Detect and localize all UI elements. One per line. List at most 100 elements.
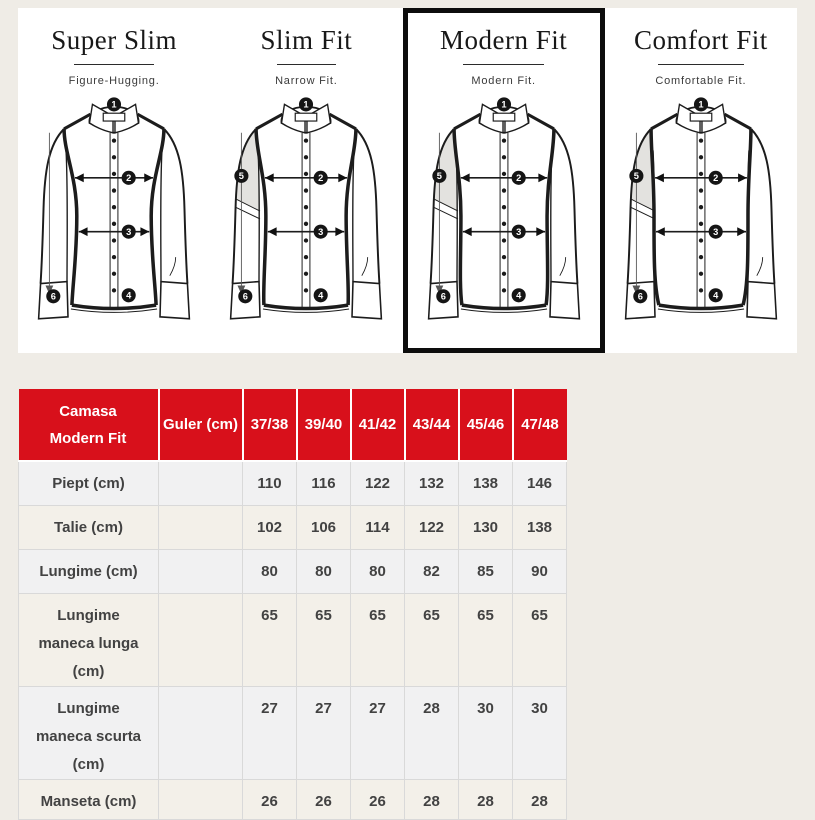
arrowhead	[265, 173, 275, 183]
elbow-seam-lines	[432, 198, 458, 220]
right-cuff	[548, 280, 580, 320]
product-name-line: Camasa	[59, 402, 117, 420]
elbow-seam-lines	[235, 198, 261, 220]
button	[111, 238, 117, 243]
size-value-cell: 30	[458, 685, 513, 780]
button	[304, 171, 309, 177]
placket-lines	[109, 132, 119, 308]
size-table: Camasa Modern Fit Guler (cm) 37/38 39/40 4…	[18, 389, 567, 820]
hem-stitch-line	[70, 308, 158, 313]
fit-option-modern-fit[interactable]: Modern Fit Modern Fit. 1 2 3 4 5 6	[402, 8, 605, 353]
fit-option-super-slim[interactable]: Super Slim Figure-Hugging. 1 2 3 4 6	[18, 8, 210, 353]
body-right-side	[344, 128, 359, 306]
placket-lines	[301, 132, 311, 308]
button	[111, 271, 117, 276]
sleeve-measure-arrowhead	[45, 285, 54, 295]
button	[304, 288, 309, 293]
shoulder-lines	[452, 112, 555, 131]
measure-marker-5: 5	[234, 168, 249, 183]
svg-text:4: 4	[126, 291, 132, 301]
measure-marker-2: 2	[708, 170, 723, 185]
short-sleeve-shaded-area	[236, 128, 261, 212]
right-sleeve-outline	[552, 128, 579, 284]
size-table-row: Lungime (cm) 80 80 80 82 85 90	[18, 548, 567, 594]
measure-marker-6: 6	[435, 289, 450, 304]
size-value-cell: 28	[404, 685, 459, 780]
svg-text:1: 1	[304, 100, 309, 110]
size-header-cell: 45/46	[457, 389, 514, 462]
sleeve-wrinkle	[361, 257, 369, 276]
size-value-cell: 80	[350, 548, 405, 594]
sleeve-measure-arrowhead	[435, 285, 443, 295]
title-divider	[276, 64, 336, 65]
svg-text:5: 5	[239, 171, 244, 181]
arrowhead	[655, 227, 665, 237]
measure-marker-5: 5	[431, 168, 447, 183]
body-left-side	[451, 128, 464, 306]
size-value-cell: 132	[404, 460, 459, 506]
svg-text:2: 2	[318, 173, 323, 183]
size-value-cell: 116	[296, 460, 351, 506]
size-value-cell: 26	[296, 778, 351, 820]
fit-header: Comfort Fit Comfortable Fit.	[634, 25, 768, 87]
size-header-cell: 39/40	[295, 389, 352, 462]
size-value-cell: 27	[296, 685, 351, 780]
collar-band	[295, 112, 318, 122]
fit-option-comfort-fit[interactable]: Comfort Fit Comfortable Fit. 1 2 3 4 5 6	[605, 8, 797, 353]
fit-header: Super Slim Figure-Hugging.	[51, 25, 177, 87]
row-label-cell: Lungime maneca lunga (cm)	[18, 592, 159, 687]
fit-subtitle: Modern Fit.	[471, 75, 536, 87]
arrowhead	[75, 173, 84, 183]
fit-header: Slim Fit Narrow Fit.	[260, 25, 352, 87]
right-sleeve-outline	[163, 128, 189, 284]
button	[111, 254, 117, 260]
arrowhead	[78, 227, 88, 237]
svg-text:1: 1	[698, 100, 703, 110]
button	[304, 188, 309, 193]
button	[111, 155, 117, 160]
placket-lines	[499, 132, 509, 308]
shirt-diagram: 1 2 3 4 6	[37, 97, 191, 320]
size-value-cell: 65	[458, 592, 513, 687]
button	[111, 221, 117, 226]
size-value-cell: 65	[404, 592, 459, 687]
right-sleeve-inner-line	[352, 150, 356, 282]
button	[304, 254, 309, 260]
shirt-diagram: 1 2 3 4 5 6	[624, 97, 778, 320]
arrowhead	[737, 227, 746, 237]
left-sleeve-inner-line	[257, 150, 261, 282]
measure-marker-1: 1	[496, 97, 511, 112]
left-sleeve-outline	[626, 128, 652, 284]
size-value-cell: 28	[404, 778, 459, 820]
size-table-row: Piept (cm) 110 116 122 132 138 146	[18, 460, 567, 506]
body-right-side	[741, 128, 753, 306]
size-table-body: Piept (cm) 110 116 122 132 138 146 Talie (cm)…	[18, 460, 567, 820]
size-value-cell: 26	[350, 778, 405, 820]
svg-text:2: 2	[126, 173, 131, 183]
svg-text:3: 3	[713, 227, 718, 237]
measure-marker-4: 4	[511, 288, 526, 303]
sleeve-measure-arrowhead	[632, 285, 641, 295]
measure-marker-1: 1	[693, 97, 708, 112]
button	[698, 155, 704, 160]
shoulder-lines	[63, 112, 165, 131]
left-sleeve-outline	[429, 128, 455, 284]
button	[501, 271, 506, 276]
size-value-cell: 80	[296, 548, 351, 594]
hem	[658, 303, 744, 311]
size-value-cell: 122	[404, 504, 459, 550]
svg-text:3: 3	[126, 227, 131, 237]
measure-marker-6: 6	[633, 289, 648, 304]
svg-text:6: 6	[638, 292, 643, 302]
size-value-cell: 65	[512, 592, 567, 687]
hem-stitch-line	[263, 308, 350, 313]
short-sleeve-shaded-area	[434, 128, 458, 212]
fit-option-slim-fit[interactable]: Slim Fit Narrow Fit. 1 2 3 4 5 6	[210, 8, 402, 353]
arrowhead	[338, 173, 348, 183]
button	[698, 188, 704, 193]
size-value-cell: 82	[404, 548, 459, 594]
size-value-cell: 30	[512, 685, 567, 780]
svg-text:5: 5	[634, 171, 639, 181]
hem-stitch-line	[460, 308, 547, 313]
collar-value-cell	[158, 548, 243, 594]
